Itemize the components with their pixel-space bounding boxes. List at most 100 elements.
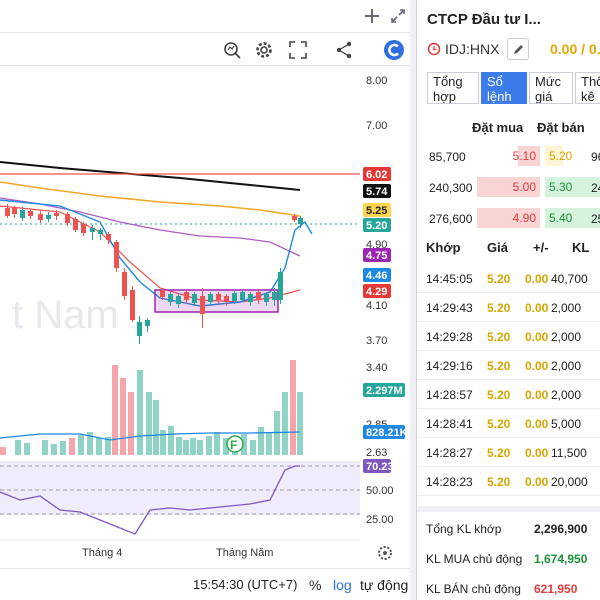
candle-body	[28, 211, 33, 216]
price-axis-label: 8.00	[366, 75, 387, 87]
expand-icon[interactable]	[388, 6, 408, 26]
price-badge-label: 4.29	[366, 286, 387, 298]
trade-time: 14:29:43	[426, 301, 473, 315]
candle-body	[232, 293, 237, 301]
candle-body	[20, 210, 25, 218]
stock-info-row: IDJ:HNX 0.00 / 0.00	[427, 38, 600, 62]
volume-bar	[266, 433, 272, 455]
trade-time: 14:28:27	[426, 446, 473, 460]
candle-body	[168, 294, 173, 302]
pencil-icon	[513, 44, 523, 54]
volume-bar	[223, 438, 229, 455]
trade-volume: 2,000	[551, 330, 582, 344]
trades-price-header: Giá	[487, 240, 508, 255]
price-chart[interactable]: t NamF8.007.004.904.103.703.402.852.6350…	[0, 0, 410, 568]
fullscreen-icon[interactable]	[286, 38, 310, 62]
buy-depth-bar	[477, 208, 540, 228]
trade-price: 5.20	[487, 272, 511, 286]
candle-body	[145, 320, 150, 326]
indicator-icon[interactable]	[220, 38, 244, 62]
tab-muc-gia[interactable]: Mức giá	[529, 72, 573, 104]
trade-volume: 2,000	[551, 301, 582, 315]
panel-divider[interactable]	[410, 0, 416, 600]
orderbook-header: Đặt mua Đặt bán	[417, 120, 600, 136]
volume-bar	[0, 447, 6, 455]
volume-bar	[297, 392, 303, 455]
candle-body	[5, 208, 10, 216]
trade-row[interactable]: 14:28:27 5.20 0.00 11,500	[417, 438, 600, 467]
add-icon[interactable]	[362, 6, 382, 26]
volume-bar	[250, 440, 256, 455]
price-badge-label: 5.20	[366, 220, 387, 232]
summary-total-label: Tổng KL khớp	[426, 522, 502, 536]
volume-bar	[190, 438, 196, 455]
brand-logo-icon[interactable]	[382, 38, 406, 62]
trade-time: 14:45:05	[426, 272, 473, 286]
candle-body	[256, 292, 261, 300]
volume-bar	[24, 443, 30, 455]
alarm-clock-icon[interactable]	[427, 41, 441, 59]
share-icon[interactable]	[332, 38, 356, 62]
buy-volume: 276,600	[429, 212, 473, 226]
candle-body	[224, 296, 229, 302]
settings-icon[interactable]	[252, 38, 276, 62]
volume-bar	[183, 440, 189, 455]
sell-header: Đặt bán	[537, 120, 585, 135]
buy-price: 5.00	[512, 180, 536, 194]
tab-tong-hop[interactable]: Tổng hợp	[427, 72, 479, 104]
sell-volume: 255	[591, 212, 600, 226]
trade-price: 5.20	[487, 417, 511, 431]
trade-row[interactable]: 14:28:57 5.20 0.00 2,000	[417, 380, 600, 409]
candle-body	[160, 290, 165, 297]
trades-header: Khớp Giá +/- KL	[417, 240, 600, 256]
trade-change: 0.00	[525, 330, 549, 344]
watermark: t Nam	[12, 293, 119, 337]
candle-body	[130, 290, 135, 320]
tab-so-lenh[interactable]: Sổ lệnh	[481, 72, 527, 104]
chart-panel[interactable]: t NamF8.007.004.904.103.703.402.852.6350…	[0, 0, 410, 600]
price-badge	[363, 284, 391, 298]
trade-volume: 40,700	[551, 272, 588, 286]
candle-body	[200, 296, 205, 314]
candle-body	[81, 224, 86, 233]
volume-bar	[146, 392, 152, 455]
price-badge-label: 4.46	[366, 270, 387, 282]
orderbook-row[interactable]: 240,300 5.00 5.30 240	[417, 177, 600, 199]
price-badge	[363, 425, 405, 439]
summary-sell-label: KL BÁN chủ động	[426, 582, 521, 596]
percent-toggle[interactable]: %	[309, 577, 322, 593]
candle-body	[264, 294, 269, 302]
trade-change: 0.00	[525, 272, 549, 286]
log-toggle[interactable]: log	[333, 577, 352, 593]
edit-button[interactable]	[507, 38, 529, 60]
trade-row[interactable]: 14:28:41 5.20 0.00 5,000	[417, 409, 600, 438]
tab-thong-ke[interactable]: Thống kê	[575, 72, 600, 104]
trade-row[interactable]: 14:29:43 5.20 0.00 2,000	[417, 293, 600, 322]
candle-body	[176, 296, 181, 304]
chart-topbar	[0, 0, 410, 32]
volume-bar	[176, 437, 182, 455]
candle-body	[216, 294, 221, 300]
buy-cell: 5.00	[477, 177, 540, 197]
volume-bar	[69, 438, 75, 455]
orderbook-row[interactable]: 85,700 5.10 5.20 96,	[417, 146, 600, 168]
price-badge-label: 70.23	[366, 461, 394, 473]
trade-row[interactable]: 14:29:28 5.20 0.00 2,000	[417, 322, 600, 351]
trade-row[interactable]: 14:45:05 5.20 0.00 40,700	[417, 264, 600, 293]
volume-bar	[96, 438, 102, 455]
auto-scale-toggle[interactable]: tự động	[360, 577, 409, 593]
trade-row[interactable]: 14:28:23 5.20 0.00 20,000	[417, 467, 600, 496]
candle-body	[46, 215, 51, 219]
trade-volume: 2,000	[551, 359, 582, 373]
volume-bar	[153, 400, 159, 455]
trade-time: 14:29:28	[426, 330, 473, 344]
trades-change-header: +/-	[533, 240, 549, 255]
candle-body	[12, 208, 17, 214]
candle-body	[192, 294, 197, 303]
candle-body	[298, 218, 303, 224]
candle-body	[292, 216, 297, 220]
orderbook-row[interactable]: 276,600 4.90 5.40 255	[417, 208, 600, 230]
trade-row[interactable]: 14:29:16 5.20 0.00 2,000	[417, 351, 600, 380]
buy-volume: 85,700	[429, 150, 466, 164]
trade-change: 0.00	[525, 475, 549, 489]
